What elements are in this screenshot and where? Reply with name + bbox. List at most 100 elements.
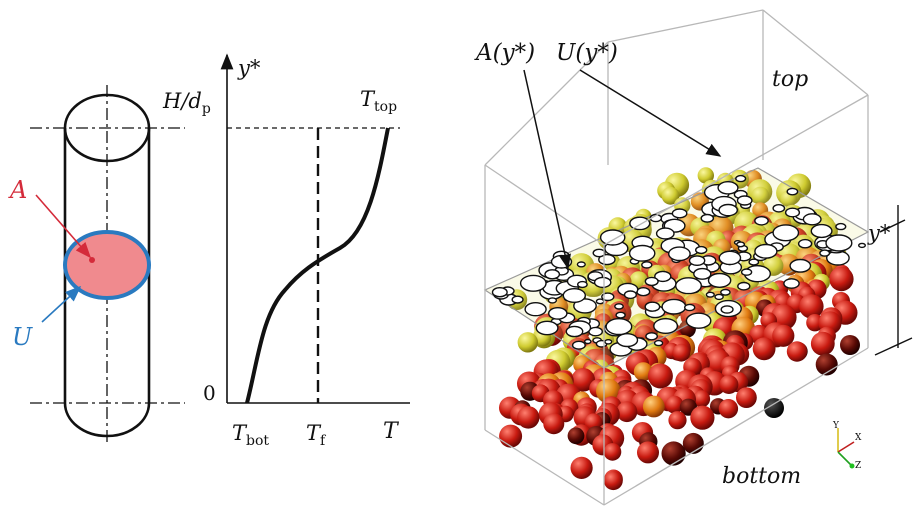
- particle: [772, 324, 795, 347]
- particle-cut-section: [735, 174, 747, 183]
- particle: [603, 471, 623, 491]
- t-bot-label: Tbot: [232, 421, 269, 449]
- particle: [810, 331, 835, 356]
- particle-cut-section: [595, 298, 605, 305]
- particle-cut-section: [550, 254, 573, 269]
- particle: [829, 266, 854, 292]
- particle-cut-section: [693, 267, 712, 280]
- t-top-label: Ttop: [360, 87, 397, 115]
- particle: [799, 294, 824, 319]
- particle-cut-section: [629, 216, 651, 231]
- particle-cut-section: [707, 272, 732, 289]
- height-label: H/dp: [162, 89, 211, 117]
- particle: [647, 363, 673, 389]
- cylinder-body: [63, 128, 151, 438]
- particle-cut-section: [623, 290, 638, 300]
- particle-cut-section: [720, 305, 734, 314]
- particle-cut-section: [565, 325, 584, 338]
- particle: [736, 387, 757, 408]
- particle-cut-section: [562, 288, 586, 304]
- particle-cut-section: [754, 215, 769, 226]
- particle: [764, 398, 784, 418]
- particle-cut-section: [616, 333, 639, 348]
- particle: [543, 413, 565, 435]
- particle: [752, 337, 776, 361]
- cylinder-schematic: A U: [8, 85, 185, 445]
- temperature-curve: [245, 127, 390, 404]
- area-label: A: [8, 176, 27, 204]
- particle-cut-section: [573, 298, 597, 314]
- particle-cut-section: [614, 303, 624, 310]
- particle-cut-section: [784, 207, 801, 218]
- particle-cut-section: [737, 281, 751, 291]
- particle: [637, 441, 659, 464]
- particle: [570, 456, 593, 479]
- particle-cut-section: [661, 298, 687, 315]
- bottom-label: bottom: [722, 464, 801, 489]
- particle-cut-section: [748, 258, 760, 266]
- particle-cut-section: [636, 287, 651, 297]
- particle-cut-section: [786, 187, 799, 196]
- particle: [616, 401, 638, 423]
- particle-cut-section: [668, 246, 691, 262]
- area-dot: [89, 257, 95, 263]
- particle: [661, 441, 686, 466]
- particle: [672, 343, 691, 362]
- particle-cut-section: [491, 287, 508, 298]
- particle-cut-section: [789, 258, 812, 273]
- particle-cut-section: [599, 229, 626, 246]
- particle: [719, 375, 739, 394]
- particle-cut-section: [577, 280, 588, 289]
- perimeter-label: U: [12, 323, 33, 351]
- bed-y-label: y*: [867, 221, 891, 245]
- particle-cut-section: [593, 276, 612, 289]
- triad-y: Y: [832, 421, 840, 431]
- particle-cut-section: [604, 338, 613, 345]
- particle-cut-section: [598, 253, 616, 266]
- particle-cut-section: [644, 301, 661, 312]
- particle-cut-section: [592, 248, 606, 258]
- particle: [571, 368, 595, 392]
- particle: [661, 186, 680, 205]
- particle-cut-section: [524, 302, 547, 317]
- particle-cut-section: [772, 224, 800, 242]
- particle-cut-section: [688, 255, 706, 267]
- particle-cut-section: [615, 311, 626, 319]
- particle-cut-section: [736, 241, 746, 248]
- particle-cut-section: [720, 288, 731, 296]
- perimeter-pointer: [41, 285, 82, 323]
- particle: [692, 390, 711, 408]
- particle-cut-section: [547, 297, 558, 304]
- perimeter-pointer-3d: [579, 69, 722, 157]
- area-pointer: [35, 194, 92, 259]
- particle-cut-section: [544, 269, 561, 280]
- perimeter-label-3d: U(y*): [556, 40, 618, 66]
- particle: [690, 405, 715, 430]
- particle-cut-section: [675, 277, 703, 295]
- triad-x: X: [855, 433, 862, 443]
- bed-y-axis: [874, 205, 913, 356]
- particle-cut-section: [740, 268, 753, 276]
- particle-cut-section: [684, 303, 696, 312]
- particle-cut-section: [736, 195, 753, 206]
- particle: [786, 341, 808, 362]
- particle-cut-section: [705, 291, 715, 298]
- bed-box-back: [607, 9, 869, 348]
- bed-box-front: [484, 41, 869, 506]
- particle: [668, 411, 687, 430]
- particle-cut-section: [802, 213, 822, 226]
- particle-cut-section: [835, 222, 847, 231]
- particle-cut-section: [754, 243, 778, 259]
- particle: [517, 332, 538, 353]
- particle-cut-section: [628, 244, 656, 262]
- particle: [642, 395, 665, 418]
- cut-sections: [491, 174, 867, 357]
- particle: [567, 427, 585, 445]
- area-pointer-3d: [523, 69, 571, 270]
- particle-cut-section: [783, 278, 800, 289]
- profile-y-label: y*: [237, 56, 261, 80]
- particle-cut-section: [695, 245, 708, 255]
- particle-cut-section: [772, 203, 786, 213]
- particle-cut-section: [576, 261, 586, 268]
- particle-cut-section: [584, 338, 592, 345]
